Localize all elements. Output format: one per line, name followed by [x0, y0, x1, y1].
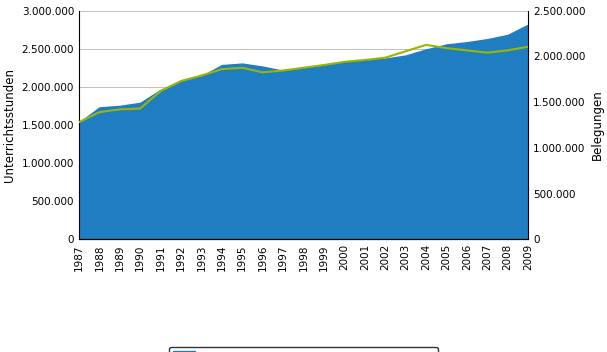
Legend: Gesamt-U.-Std. 3, Gesamt-Beleg. 3: Gesamt-U.-Std. 3, Gesamt-Beleg. 3 [169, 347, 438, 352]
Y-axis label: Unterrichtsstunden: Unterrichtsstunden [3, 68, 16, 182]
Y-axis label: Belegungen: Belegungen [591, 90, 604, 160]
